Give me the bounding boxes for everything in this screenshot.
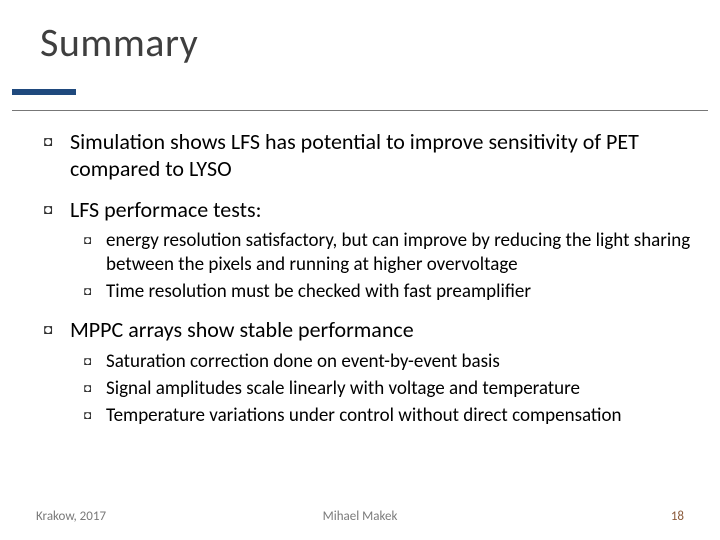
bullet-icon: ◘ (84, 355, 96, 367)
footer-page-number: 18 (671, 509, 684, 524)
title-area: Summary (0, 0, 720, 75)
footer-left: Krakow, 2017 (36, 509, 106, 524)
bullet-text: energy resolution satisfactory, but can … (106, 229, 692, 275)
bullet-icon: ◘ (44, 134, 58, 148)
list-item: ◘ Signal amplitudes scale linearly with … (84, 377, 692, 400)
list-item: ◘ Saturation correction done on event-by… (84, 350, 692, 373)
list-item: ◘ Time resolution must be checked with f… (84, 280, 692, 303)
list-item: ◘ LFS performace tests: ◘ energy resolut… (44, 197, 692, 303)
bullet-list-level1: ◘ Simulation shows LFS has potential to … (44, 129, 692, 427)
bullet-text: MPPC arrays show stable performance (70, 317, 414, 344)
list-item: ◘ energy resolution satisfactory, but ca… (84, 229, 692, 275)
bullet-icon: ◘ (44, 202, 58, 216)
page-title: Summary (40, 18, 680, 67)
list-item: ◘ MPPC arrays show stable performance ◘ … (44, 317, 692, 427)
bullet-icon: ◘ (44, 322, 58, 336)
accent-bar (12, 89, 76, 95)
bullet-text: Saturation correction done on event-by-e… (106, 350, 500, 373)
slide: Summary ◘ Simulation shows LFS has poten… (0, 0, 720, 540)
footer-center: Mihael Makek (323, 509, 398, 524)
content-area: ◘ Simulation shows LFS has potential to … (0, 109, 720, 427)
bullet-text: Simulation shows LFS has potential to im… (70, 129, 692, 183)
bullet-list-level2: ◘ energy resolution satisfactory, but ca… (84, 229, 692, 303)
bullet-text: Time resolution must be checked with fas… (106, 280, 531, 303)
bullet-icon: ◘ (84, 234, 96, 246)
title-rule (0, 89, 720, 109)
list-item: ◘ Simulation shows LFS has potential to … (44, 129, 692, 183)
bullet-text: Temperature variations under control wit… (106, 404, 622, 427)
divider (12, 110, 708, 111)
footer: Krakow, 2017 Mihael Makek 18 (0, 509, 720, 524)
bullet-icon: ◘ (84, 409, 96, 421)
bullet-icon: ◘ (84, 382, 96, 394)
bullet-list-level2: ◘ Saturation correction done on event-by… (84, 350, 692, 428)
list-item: ◘ Temperature variations under control w… (84, 404, 692, 427)
bullet-text: LFS performace tests: (70, 197, 261, 224)
bullet-text: Signal amplitudes scale linearly with vo… (106, 377, 580, 400)
bullet-icon: ◘ (84, 285, 96, 297)
